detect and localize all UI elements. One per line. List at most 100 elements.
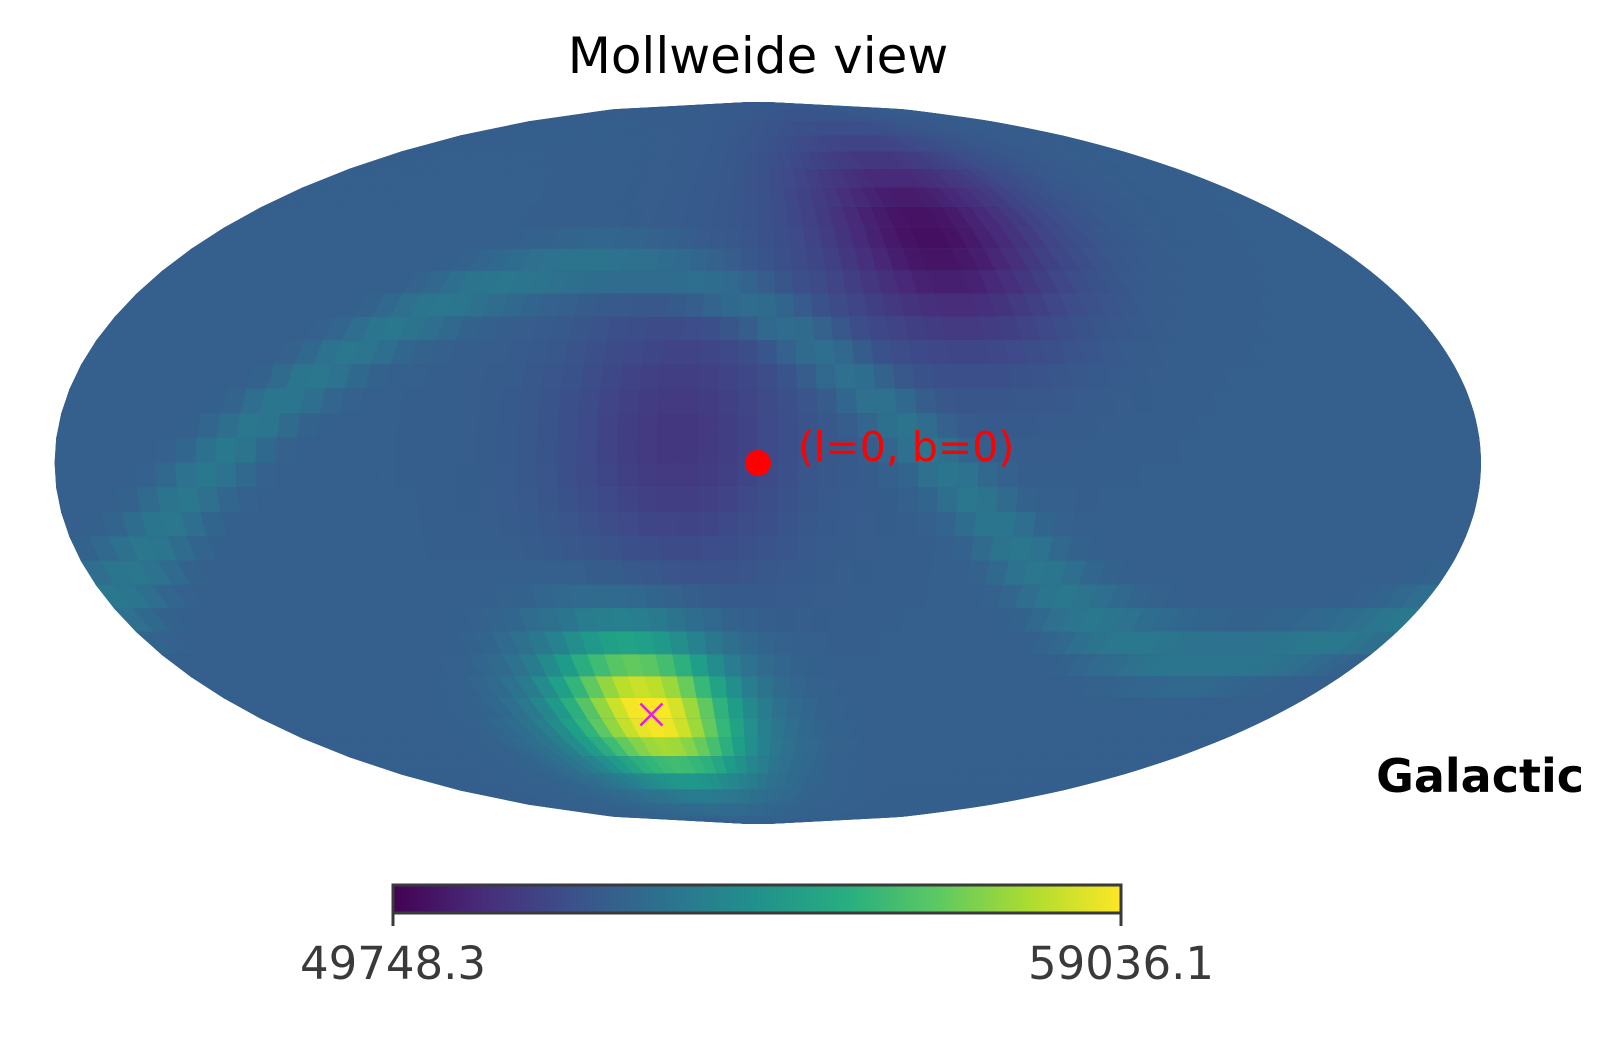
sky-pixel <box>744 737 759 758</box>
sky-pixel <box>619 364 643 390</box>
sky-pixel <box>718 340 740 366</box>
sky-pixel <box>744 168 759 189</box>
sky-pixel <box>1155 413 1180 439</box>
sky-pixel <box>617 413 640 439</box>
sky-pixel <box>774 270 795 295</box>
sky-pixel <box>1057 462 1080 489</box>
sky-pixel <box>771 206 790 229</box>
sky-pixel <box>496 462 519 489</box>
sky-pixel <box>870 340 894 366</box>
sky-pixel <box>717 462 739 489</box>
sky-pixel <box>1238 437 1261 464</box>
sky-pixel <box>296 413 321 439</box>
sky-pixel <box>659 536 682 562</box>
sky-pixel <box>175 462 198 489</box>
sky-pixel <box>416 462 438 489</box>
sky-pixel <box>1215 487 1240 513</box>
sky-pixel <box>698 536 720 562</box>
sky-pixel <box>717 487 739 513</box>
sky-pixel <box>1234 413 1260 439</box>
sky-pixel <box>657 388 680 415</box>
sky-pixel <box>757 631 777 656</box>
sky-pixel <box>738 584 759 610</box>
sky-pixel <box>773 654 793 678</box>
sky-pixel <box>792 608 814 633</box>
sky-pixel <box>757 676 775 699</box>
sky-pixel <box>849 584 872 610</box>
sky-pixel <box>741 227 759 250</box>
sky-pixel <box>739 293 759 318</box>
sky-pixel <box>275 437 298 464</box>
sky-pixel <box>1158 462 1181 489</box>
sky-pixel <box>681 584 704 610</box>
sky-pixel <box>478 511 503 538</box>
sky-pixel <box>668 631 691 656</box>
sky-pixel <box>496 487 520 513</box>
sky-pixel <box>719 316 741 342</box>
sky-pixel <box>1398 437 1422 464</box>
sky-pixel <box>936 487 959 513</box>
origin-marker <box>745 450 771 476</box>
sky-pixel <box>336 487 361 513</box>
sky-pixel <box>1258 437 1281 464</box>
sky-pixel <box>1017 437 1040 464</box>
sky-pixel <box>557 487 580 513</box>
sky-pixel <box>276 487 301 513</box>
sky-pixel <box>1078 462 1100 489</box>
sky-pixel <box>496 413 520 439</box>
sky-pixel <box>622 560 646 586</box>
sky-pixel <box>602 340 627 366</box>
sky-pixel <box>777 388 799 415</box>
sky-pixel <box>1178 437 1201 464</box>
sky-pixel <box>54 462 78 489</box>
sky-pixel <box>700 584 722 610</box>
sky-pixel <box>757 718 773 739</box>
sky-pixel <box>731 168 747 189</box>
sky-pixel <box>636 437 659 464</box>
sky-pixel <box>757 248 776 272</box>
sky-pixel <box>704 631 725 656</box>
sky-pixel <box>757 270 777 295</box>
sky-pixel <box>456 437 479 464</box>
sky-pixel <box>876 487 899 513</box>
sky-pixel <box>556 437 579 464</box>
sky-pixel <box>1195 487 1220 513</box>
colorbar: 49748.3 59036.1 <box>300 883 1214 990</box>
sky-pixel <box>810 293 833 318</box>
sky-pixel <box>436 487 461 513</box>
sky-pixel <box>541 536 566 562</box>
sky-pixel <box>1218 462 1241 489</box>
sky-pixel <box>771 697 790 720</box>
sky-pixel <box>742 697 759 720</box>
sky-pixel <box>1458 462 1481 489</box>
sky-pixel <box>812 316 835 342</box>
coordinate-system-label: Galactic <box>1376 749 1584 803</box>
sky-pixel <box>719 584 741 610</box>
sky-pixel <box>931 536 956 562</box>
sky-pixel <box>583 340 608 366</box>
sky-pixel <box>636 462 659 489</box>
sky-pixel <box>215 437 238 464</box>
colorbar-max-label: 59036.1 <box>1028 937 1214 990</box>
sky-pixel <box>725 676 744 699</box>
sky-pixel <box>578 388 602 415</box>
sky-pixel <box>476 413 500 439</box>
sky-pixel <box>996 487 1020 513</box>
sky-pixel <box>677 388 700 415</box>
sky-pixel <box>721 631 742 656</box>
sky-pixel <box>375 462 398 489</box>
sky-pixel <box>1358 437 1382 464</box>
sky-pixel <box>1234 487 1260 513</box>
sky-pixel <box>973 511 998 538</box>
sky-pixel <box>808 270 830 295</box>
sky-pixel <box>740 248 759 272</box>
sky-pixel <box>739 608 759 633</box>
sky-pixel <box>954 511 978 538</box>
sky-pixel <box>836 511 859 538</box>
sky-pixel <box>1215 413 1240 439</box>
sky-pixel <box>517 487 540 513</box>
sky-pixel <box>777 487 799 513</box>
sky-pixel <box>256 413 282 439</box>
sky-pixel <box>1135 487 1160 513</box>
maximum-x-marker <box>639 702 664 727</box>
